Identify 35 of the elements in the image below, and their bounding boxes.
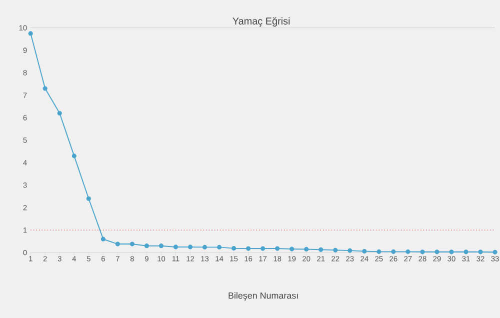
point — [333, 248, 338, 252]
point — [348, 248, 352, 253]
point — [188, 244, 193, 250]
point — [86, 196, 91, 201]
point — [115, 242, 120, 246]
point — [232, 246, 236, 250]
point — [406, 249, 410, 254]
point — [420, 250, 425, 254]
chart-title: Yamaç Eğrisi — [232, 17, 290, 26]
point — [202, 244, 208, 250]
point — [376, 249, 382, 254]
point — [57, 110, 62, 116]
point — [290, 246, 294, 252]
point — [173, 244, 178, 250]
point — [100, 236, 106, 242]
point — [318, 247, 324, 252]
point — [246, 246, 251, 251]
point — [275, 246, 280, 251]
point — [130, 242, 134, 246]
point — [216, 244, 222, 250]
point — [28, 31, 33, 36]
point — [464, 250, 468, 254]
point — [304, 246, 309, 252]
point — [158, 243, 164, 248]
point — [492, 250, 498, 254]
point — [42, 86, 48, 91]
x-axis-title: Bileşen Numarası — [228, 292, 298, 300]
point — [434, 250, 440, 254]
point — [449, 250, 454, 254]
point — [144, 243, 150, 248]
point — [478, 250, 483, 254]
point — [72, 154, 76, 158]
point — [260, 246, 266, 251]
point — [362, 248, 367, 254]
point — [391, 249, 396, 254]
